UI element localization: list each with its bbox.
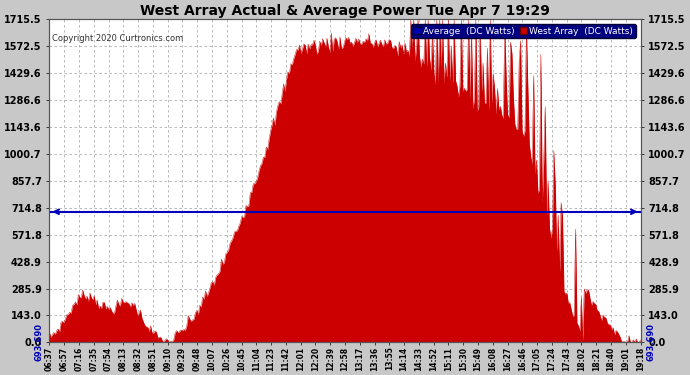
Text: 693.690: 693.690	[647, 323, 656, 362]
Legend: Average  (DC Watts), West Array  (DC Watts): Average (DC Watts), West Array (DC Watts…	[411, 24, 636, 38]
Text: Copyright 2020 Curtronics.com: Copyright 2020 Curtronics.com	[52, 34, 183, 43]
Text: 693.690: 693.690	[34, 323, 43, 362]
Title: West Array Actual & Average Power Tue Apr 7 19:29: West Array Actual & Average Power Tue Ap…	[140, 4, 550, 18]
